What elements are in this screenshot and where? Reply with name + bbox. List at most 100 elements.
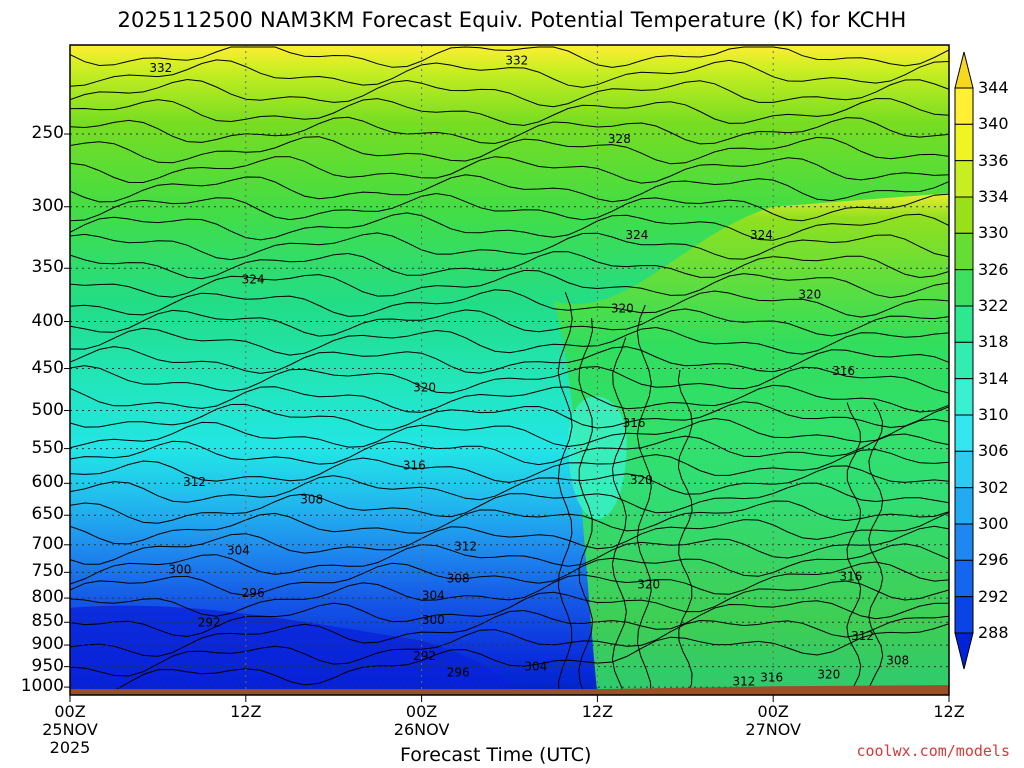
contour-line — [70, 269, 949, 299]
contour-line — [70, 308, 949, 337]
contour-line — [70, 561, 949, 617]
y-tick-label: 950 — [31, 655, 64, 676]
contour-line — [557, 291, 573, 695]
colorbar-swatch — [954, 596, 974, 634]
contour-label: 304 — [422, 589, 445, 603]
colorbar-swatch — [954, 196, 974, 234]
contour-line — [70, 251, 949, 280]
contour-label: 324 — [750, 228, 773, 242]
contour-line — [70, 580, 949, 638]
contour-label: 316 — [403, 459, 426, 473]
contour-label: 320 — [637, 577, 660, 591]
contour-line — [846, 402, 862, 695]
contour-line — [611, 337, 627, 695]
colorbar-label: 344 — [978, 78, 1009, 97]
contour-line — [70, 623, 949, 694]
colorbar-swatch — [954, 160, 974, 198]
colorbar-swatch — [954, 87, 974, 125]
colorbar-label: 296 — [978, 550, 1009, 570]
contour-line — [636, 304, 652, 695]
contour-line — [70, 500, 949, 545]
colorbar-label: 318 — [978, 332, 1009, 352]
contour-line — [70, 615, 949, 677]
x-axis-title: Forecast Time (UTC) — [400, 744, 592, 766]
contour-label: 332 — [149, 61, 172, 75]
contour-label: 320 — [630, 473, 653, 487]
y-tick-label: 300 — [31, 195, 64, 216]
ground-surface — [70, 685, 949, 695]
x-tick-label-line: 12Z — [230, 702, 262, 721]
contour-label: 300 — [422, 613, 445, 627]
x-tick-label: 12Z — [909, 703, 989, 721]
contour-label: 332 — [505, 54, 528, 68]
colorbar-label: 340 — [978, 114, 1009, 134]
contour-line — [70, 289, 949, 318]
contour-label: 296 — [242, 586, 265, 600]
contour-line — [70, 384, 949, 413]
contour-line — [70, 326, 949, 356]
contour-line — [70, 59, 949, 88]
chart-title: 2025112500 NAM3KM Forecast Equiv. Potent… — [117, 8, 907, 32]
y-tick-label: 700 — [31, 533, 64, 554]
contour-label: 316 — [623, 416, 646, 430]
colorbar-label: 292 — [978, 586, 1009, 606]
y-tick-label: 600 — [31, 472, 64, 493]
y-tick-label: 450 — [31, 357, 64, 378]
x-tick-label-line: 2025 — [49, 738, 91, 757]
colorbar-label: 314 — [978, 368, 1009, 388]
colorbar-label: 326 — [978, 259, 1009, 279]
y-tick-label: 750 — [31, 561, 64, 582]
colorbar-label: 306 — [978, 441, 1009, 461]
contour-line — [70, 97, 949, 126]
colorbar-label: 288 — [978, 623, 1009, 642]
contour-label: 316 — [760, 670, 783, 684]
contour-label: 320 — [798, 288, 821, 302]
y-tick-label: 550 — [31, 437, 64, 458]
x-tick-label: 00Z 26NOV — [382, 703, 462, 739]
y-tick-label: 650 — [31, 504, 64, 525]
contour-line — [70, 346, 949, 374]
plot-frame — [69, 44, 950, 696]
colorbar-swatch — [954, 450, 974, 489]
colorbar-swatch — [954, 487, 974, 525]
contour-line — [70, 156, 949, 184]
contour-label: 320 — [817, 668, 840, 682]
colorbar-swatch — [954, 414, 974, 452]
y-tick-label: 900 — [31, 634, 64, 655]
contour-label: 324 — [242, 273, 265, 287]
x-tick-label-line: 12Z — [581, 702, 614, 721]
colorbar-swatch — [954, 523, 974, 561]
x-tick-label-line: 00Z — [54, 702, 86, 721]
x-tick-label-line: 12Z — [933, 702, 965, 721]
contour-line — [70, 78, 949, 108]
contour-label: 300 — [168, 563, 191, 577]
contour-line — [578, 317, 594, 695]
colorbar-label: 334 — [978, 187, 1009, 206]
colorbar-swatch — [954, 123, 974, 162]
contour-line — [70, 448, 949, 483]
cyan-pocket-region — [568, 396, 627, 519]
cold-pool-region — [70, 605, 525, 695]
contour-line — [70, 212, 949, 241]
x-tick-label: 12Z — [206, 703, 286, 721]
contour-line — [70, 401, 949, 431]
colorbar-label: 302 — [978, 477, 1009, 497]
y-tick-label: 800 — [31, 587, 64, 608]
contour-label: 312 — [183, 475, 206, 489]
colorbar-swatch — [954, 559, 974, 598]
colorbar-swatch — [954, 269, 974, 307]
y-tick-label: 1000 — [20, 676, 64, 697]
contour-label: 304 — [227, 543, 250, 557]
contour-line — [70, 433, 949, 466]
contour-label: 324 — [626, 228, 649, 242]
colorbar-label: 336 — [978, 150, 1009, 170]
x-tick-label-line: 00Z — [757, 702, 789, 721]
colorbar-label: 322 — [978, 296, 1009, 315]
x-tick-label: 12Z — [557, 703, 637, 721]
contour-line — [70, 174, 949, 203]
contour-label: 296 — [447, 665, 470, 679]
y-tick-label: 250 — [31, 123, 64, 144]
contour-line — [70, 116, 949, 145]
colorbar-swatch — [954, 305, 974, 343]
contour-label: 316 — [839, 570, 862, 584]
